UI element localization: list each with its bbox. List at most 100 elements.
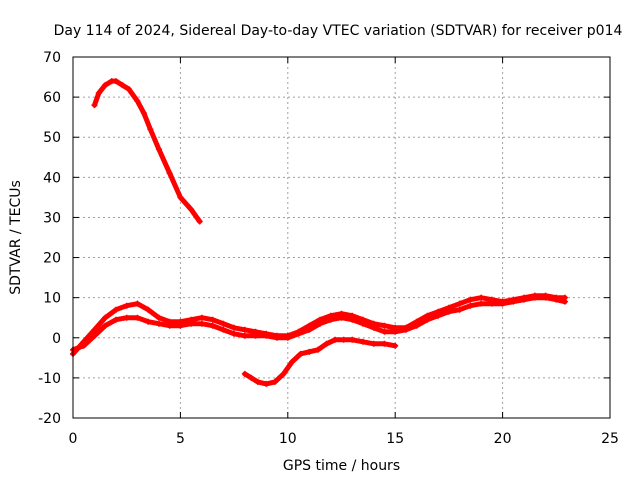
data-point	[332, 336, 339, 343]
data-point	[456, 300, 463, 307]
y-tick-label: 0	[52, 331, 61, 347]
data-point	[445, 308, 452, 315]
data-point	[196, 218, 203, 225]
data-point	[80, 342, 87, 349]
y-tick-label: 20	[43, 251, 61, 267]
y-tick-label: 50	[43, 130, 61, 146]
y-tick-label: 10	[43, 291, 61, 307]
data-point	[91, 102, 98, 109]
data-point	[188, 320, 195, 327]
data-point	[166, 170, 173, 177]
data-point	[499, 300, 506, 307]
data-point	[488, 300, 495, 307]
data-point	[112, 316, 119, 323]
data-point	[198, 320, 205, 327]
data-point	[456, 306, 463, 313]
plot-frame	[72, 56, 611, 419]
data-point	[123, 314, 130, 321]
data-point	[542, 294, 549, 301]
data-point	[435, 312, 442, 319]
data-point	[381, 340, 388, 347]
data-point	[349, 316, 356, 323]
data-point	[155, 314, 162, 321]
data-point	[327, 316, 334, 323]
data-point	[392, 342, 399, 349]
data-point	[220, 320, 227, 327]
data-point	[91, 326, 98, 333]
data-point	[521, 296, 528, 303]
data-point	[198, 314, 205, 321]
y-tick-label: 60	[43, 90, 61, 106]
data-point	[317, 320, 324, 327]
data-point	[478, 294, 485, 301]
y-tick-label: 70	[43, 50, 61, 66]
y-axis-label: SDTVAR / TECUs	[8, 180, 24, 295]
data-point	[166, 322, 173, 329]
data-point	[241, 326, 248, 333]
data-point	[252, 332, 259, 339]
data-point	[467, 296, 474, 303]
data-point	[112, 306, 119, 313]
x-axis-label: GPS time / hours	[283, 458, 400, 474]
data-point	[306, 326, 313, 333]
data-point	[263, 380, 270, 387]
data-point	[338, 314, 345, 321]
data-point	[359, 320, 366, 327]
data-point	[297, 350, 304, 357]
data-point	[123, 302, 130, 309]
data-point	[413, 322, 420, 329]
data-point	[274, 334, 281, 341]
data-point	[91, 332, 98, 339]
x-tick-label: 10	[279, 431, 297, 447]
data-point	[392, 328, 399, 335]
data-point	[314, 346, 321, 353]
y-tick-label: -20	[38, 411, 61, 427]
grid-layer	[73, 57, 610, 418]
data-point	[402, 326, 409, 333]
data-point	[323, 340, 330, 347]
data-point	[134, 98, 141, 105]
x-tick-label: 15	[386, 431, 404, 447]
series-layer	[70, 78, 568, 387]
tick-layer: 0 5 10 15 20 25 -20 -10 0 10 20 30 40 50 60 70	[38, 50, 619, 447]
data-point	[177, 322, 184, 329]
data-point	[306, 348, 313, 355]
data-point	[284, 334, 291, 341]
data-point	[381, 328, 388, 335]
chart-title: Day 114 of 2024, Sidereal Day-to-day VTE…	[54, 23, 623, 39]
data-point	[145, 306, 152, 313]
data-point	[280, 370, 287, 377]
data-point	[289, 358, 296, 365]
data-point	[271, 378, 278, 385]
data-point	[220, 326, 227, 333]
data-point	[241, 370, 248, 377]
data-point	[147, 126, 154, 133]
data-point	[340, 336, 347, 343]
data-point	[241, 332, 248, 339]
data-point	[295, 330, 302, 337]
data-point	[119, 82, 126, 89]
data-point	[134, 314, 141, 321]
data-point	[467, 302, 474, 309]
data-point	[248, 374, 255, 381]
data-point	[102, 322, 109, 329]
data-point	[424, 316, 431, 323]
data-point	[209, 322, 216, 329]
data-point	[177, 194, 184, 201]
data-point	[134, 300, 141, 307]
data-point	[145, 318, 152, 325]
data-point	[231, 324, 238, 331]
data-point	[531, 294, 538, 301]
data-point	[263, 332, 270, 339]
y-tick-label: 40	[43, 170, 61, 186]
data-point	[112, 78, 119, 85]
data-point	[95, 90, 102, 97]
data-point	[561, 298, 568, 305]
data-point	[209, 316, 216, 323]
data-point	[349, 336, 356, 343]
x-tick-label: 0	[69, 431, 78, 447]
data-point	[102, 82, 109, 89]
data-point	[155, 146, 162, 153]
